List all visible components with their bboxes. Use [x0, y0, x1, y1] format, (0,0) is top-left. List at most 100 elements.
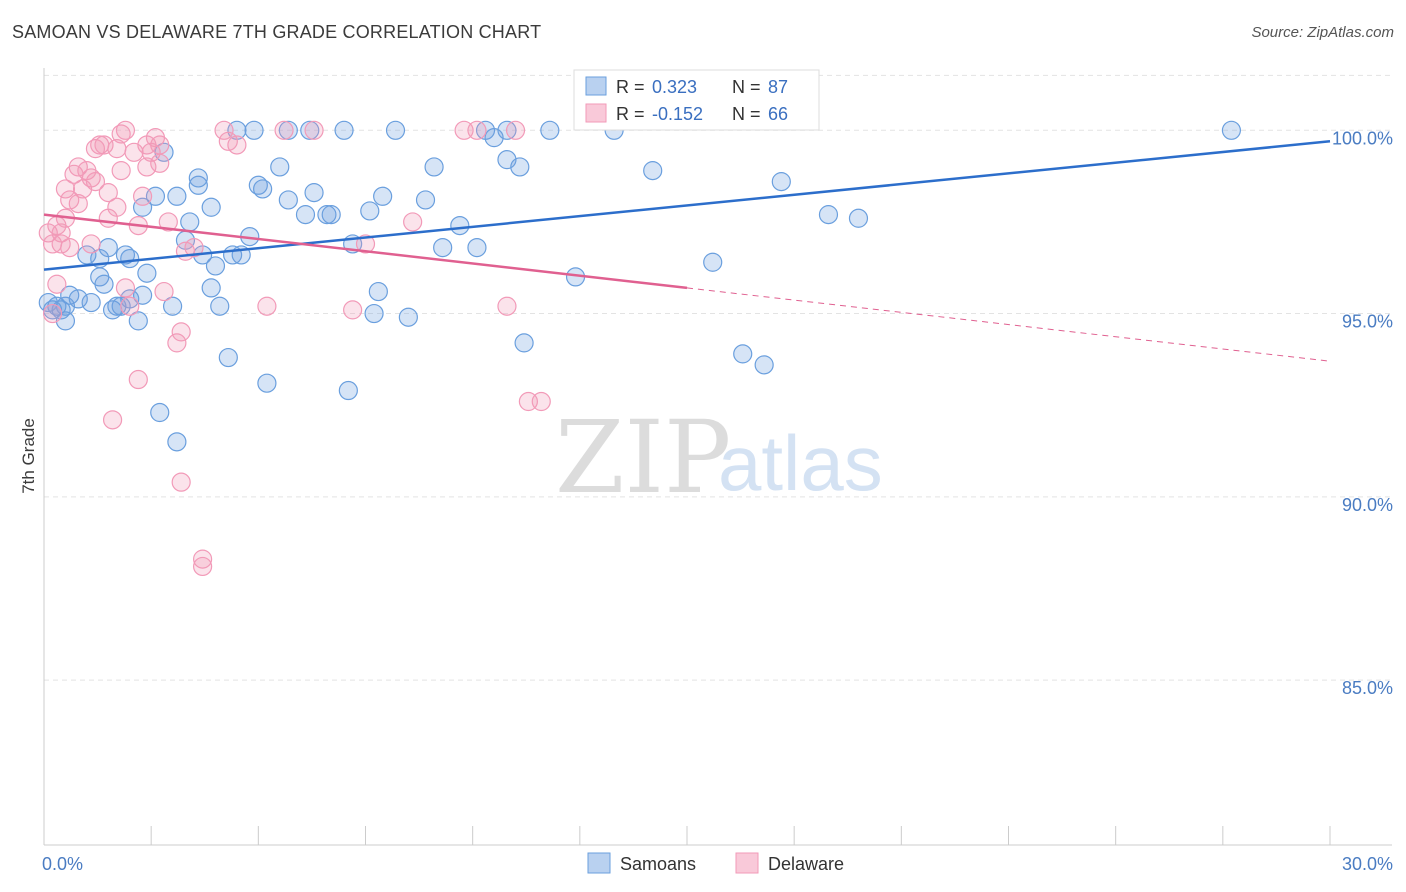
legend-n-label-samoans: N =	[732, 77, 761, 97]
series-legend-label-delaware: Delaware	[768, 854, 844, 874]
samoans-point-62	[415, 190, 436, 210]
delaware-point-62	[497, 296, 517, 316]
legend-swatch-samoans	[585, 76, 607, 96]
legend-r-label-delaware: R =	[616, 104, 645, 124]
delaware-point-39	[150, 135, 170, 155]
y-axis-tick-labels: 85.0% 90.0% 95.0% 100.0%	[1332, 128, 1393, 698]
delaware-point-11	[68, 194, 88, 214]
delaware-point-20	[94, 135, 114, 155]
legend-swatch-delaware	[585, 103, 607, 123]
samoans-point-18	[128, 311, 148, 331]
delaware-point-55	[304, 120, 324, 140]
delaware-point-34	[132, 186, 153, 206]
samoans-point-64	[433, 237, 453, 258]
series-legend-label-samoans: Samoans	[620, 854, 696, 874]
delaware-point-29	[115, 278, 136, 298]
delaware-point-53	[257, 296, 277, 316]
y-tick-label-100: 100.0%	[1332, 128, 1393, 148]
legend-n-value-samoans: 87	[768, 77, 788, 97]
delaware-point-58	[403, 212, 423, 232]
delaware-point-52	[227, 135, 247, 155]
delaware-point-36	[137, 157, 157, 177]
delaware-point-4	[51, 223, 71, 243]
delaware-point-42	[158, 212, 178, 232]
delaware-point-50	[214, 120, 234, 140]
samoans-point-37	[218, 347, 238, 368]
delaware-point-47	[184, 237, 204, 258]
delaware-point-22	[98, 183, 118, 203]
samoans-point-48	[295, 205, 316, 225]
delaware-point-9	[60, 237, 80, 258]
samoans-point-35	[205, 256, 226, 276]
delaware-point-6	[55, 179, 76, 199]
series-samoans-points	[38, 120, 1242, 452]
y-tick-label-85: 85.0%	[1342, 678, 1393, 698]
delaware-point-3	[47, 274, 67, 294]
samoans-point-72	[514, 333, 534, 353]
samoans-point-49	[300, 120, 320, 140]
samoans-trend-line	[43, 140, 1331, 271]
samoans-point-20	[137, 263, 157, 283]
samoans-point-47	[278, 190, 298, 210]
samoans-point-78	[733, 344, 753, 364]
samoans-point-44	[253, 179, 273, 199]
source-credit: Source: ZipAtlas.com	[1251, 24, 1394, 41]
samoans-point-76	[643, 161, 663, 181]
samoans-point-65	[450, 215, 470, 236]
delaware-point-54	[274, 120, 294, 140]
samoans-point-51	[317, 205, 337, 225]
y-tick-label-90: 90.0%	[1342, 495, 1393, 515]
samoans-point-30	[188, 175, 208, 195]
delaware-point-41	[154, 281, 174, 302]
legend-n-label-delaware: N =	[732, 104, 761, 124]
legend-r-label-samoans: R =	[616, 77, 645, 97]
delaware-trend-line-solid	[43, 213, 688, 290]
samoans-point-46	[270, 157, 290, 177]
samoans-point-34	[201, 197, 221, 217]
series-legend-swatch-delaware	[735, 852, 759, 874]
watermark-zip: ZIP	[555, 399, 731, 516]
delaware-point-45	[171, 472, 191, 492]
delaware-point-16	[81, 234, 101, 254]
samoans-point-73	[540, 120, 560, 140]
samoans-point-25	[163, 296, 183, 316]
samoans-point-23	[150, 402, 170, 423]
delaware-point-24	[107, 197, 127, 217]
samoans-point-60	[385, 120, 406, 140]
samoans-point-26	[167, 186, 187, 206]
samoans-point-58	[368, 281, 388, 302]
series-legend: Samoans Delaware	[587, 852, 844, 874]
delaware-point-17	[85, 172, 106, 192]
x-axis-ticks	[43, 826, 1331, 845]
delaware-point-60	[467, 120, 487, 140]
legend-r-value-samoans: 0.323	[652, 77, 697, 97]
trend-lines	[43, 140, 1331, 362]
samoans-point-83	[1221, 120, 1242, 140]
samoans-point-21	[132, 197, 153, 217]
samoans-point-57	[364, 303, 384, 324]
delaware-trend-line-dashed	[686, 287, 1331, 362]
x-axis-tick-labels: 0.0% 30.0%	[42, 854, 1393, 874]
series-delaware-points	[38, 120, 551, 577]
samoans-point-79	[754, 355, 774, 375]
samoans-point-42	[244, 120, 264, 140]
samoans-point-11	[94, 274, 114, 294]
y-tick-label-95: 95.0%	[1342, 312, 1393, 332]
samoans-point-12	[98, 237, 118, 258]
samoans-point-7	[81, 292, 101, 313]
samoans-point-53	[334, 120, 354, 140]
samoans-point-31	[188, 168, 208, 188]
delaware-point-30	[120, 296, 140, 316]
axes	[43, 68, 1392, 846]
samoans-point-71	[510, 157, 530, 177]
x-tick-label-1: 30.0%	[1342, 854, 1393, 874]
delaware-point-44	[171, 322, 191, 342]
samoans-point-6	[68, 289, 88, 309]
y-axis-title: 7th Grade	[19, 418, 38, 494]
delaware-point-23	[102, 410, 123, 430]
samoans-point-27	[167, 432, 187, 452]
samoans-point-8	[77, 245, 97, 265]
delaware-point-40	[150, 153, 170, 173]
samoans-point-54	[338, 380, 358, 401]
